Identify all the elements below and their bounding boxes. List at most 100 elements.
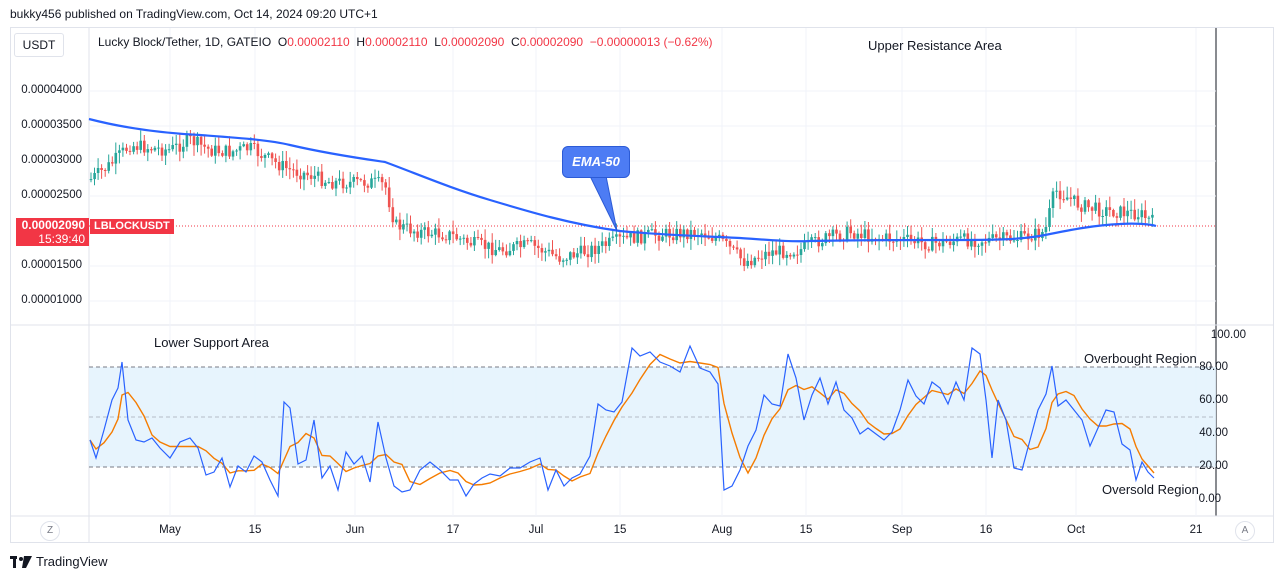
time-tick: 16 bbox=[979, 524, 993, 536]
candle-body bbox=[732, 246, 735, 248]
rsi-tick: 80.00 bbox=[1199, 361, 1228, 373]
price-tick: 0.00001000 bbox=[21, 294, 82, 306]
rsi-tick: 60.00 bbox=[1199, 394, 1228, 406]
candlestick-series bbox=[89, 130, 1154, 272]
candle-body bbox=[1051, 191, 1055, 208]
candle-body bbox=[451, 231, 455, 235]
candle-body bbox=[746, 260, 749, 266]
rsi-signal-line bbox=[89, 353, 1155, 486]
candle-body bbox=[427, 227, 430, 237]
time-tick: May bbox=[159, 524, 181, 536]
candle-body bbox=[206, 146, 210, 149]
candle-body bbox=[309, 175, 313, 179]
chart-frame bbox=[10, 27, 1274, 543]
candle-body bbox=[1087, 200, 1090, 208]
auto-scale-button[interactable]: A bbox=[1235, 521, 1255, 541]
candle-body bbox=[1005, 232, 1009, 236]
candle-body bbox=[529, 240, 533, 242]
candle-body bbox=[852, 233, 856, 239]
candle-body bbox=[1101, 216, 1104, 217]
candle-body bbox=[146, 149, 150, 153]
candle-body bbox=[799, 249, 803, 255]
candle-body bbox=[118, 150, 121, 153]
candle-body bbox=[288, 168, 292, 170]
candle-body bbox=[363, 180, 366, 186]
candle-body bbox=[1080, 207, 1083, 212]
candle-body bbox=[728, 241, 732, 247]
candle-body bbox=[324, 182, 327, 186]
candle-body bbox=[348, 181, 352, 188]
candle-body bbox=[561, 260, 565, 262]
candle-body bbox=[501, 247, 505, 252]
candle-body bbox=[774, 250, 778, 255]
candle-body bbox=[327, 182, 331, 183]
candle-body bbox=[597, 245, 600, 254]
candle-body bbox=[742, 258, 746, 266]
candle-body bbox=[199, 136, 203, 145]
candle-body bbox=[466, 237, 469, 243]
candle-body bbox=[132, 146, 135, 152]
candle-body bbox=[473, 237, 476, 246]
candle-body bbox=[849, 226, 852, 234]
candle-body bbox=[554, 254, 558, 257]
candle-body bbox=[764, 251, 767, 260]
candle-body bbox=[160, 147, 164, 156]
candle-body bbox=[661, 236, 664, 241]
candle-body bbox=[1108, 207, 1112, 210]
symbol-legend: Lucky Block/Tether, 1D, GATEIO O0.000021… bbox=[98, 35, 713, 49]
candle-body bbox=[583, 245, 586, 255]
time-tick: Aug bbox=[711, 524, 733, 536]
candle-body bbox=[959, 236, 962, 238]
candle-body bbox=[508, 250, 512, 256]
candle-body bbox=[231, 151, 235, 157]
candle-body bbox=[1048, 208, 1051, 227]
candle-body bbox=[664, 228, 668, 237]
candle-body bbox=[302, 172, 306, 180]
candle-body bbox=[100, 168, 103, 170]
candle-body bbox=[103, 170, 107, 171]
candle-body bbox=[892, 241, 895, 243]
candle-body bbox=[224, 145, 228, 156]
candle-body bbox=[572, 252, 576, 258]
zoom-button[interactable]: Z bbox=[40, 521, 60, 541]
candle-body bbox=[331, 182, 334, 189]
candle-body bbox=[902, 237, 906, 241]
rsi-tick: 0.00 bbox=[1198, 493, 1221, 505]
candle-body bbox=[416, 231, 419, 238]
oversold-label: Oversold Region bbox=[1102, 482, 1199, 497]
candle-body bbox=[1083, 200, 1087, 212]
ema-50-line bbox=[88, 117, 1157, 243]
candle-body bbox=[526, 240, 529, 242]
tradingview-icon bbox=[10, 555, 32, 568]
candle-body bbox=[767, 251, 771, 256]
candle-body bbox=[505, 251, 508, 256]
candle-body bbox=[888, 233, 891, 242]
price-tick: 0.00004000 bbox=[21, 84, 82, 96]
legend-low-label: L bbox=[434, 35, 441, 49]
candle-body bbox=[462, 237, 466, 239]
candle-body bbox=[434, 228, 437, 235]
candle-body bbox=[991, 234, 994, 238]
rsi-tick: 100.00 bbox=[1210, 329, 1246, 341]
time-tick: Jun bbox=[345, 524, 365, 536]
bar-countdown: 15:39:40 bbox=[38, 232, 85, 246]
candle-body bbox=[409, 223, 412, 234]
candle-body bbox=[356, 177, 359, 180]
candle-body bbox=[909, 234, 913, 240]
candle-body bbox=[781, 245, 785, 258]
overbought-label: Overbought Region bbox=[1084, 351, 1197, 366]
tradingview-logo[interactable]: TradingView bbox=[10, 554, 108, 569]
candle-body bbox=[739, 249, 742, 259]
candle-body bbox=[1076, 195, 1080, 208]
currency-selector[interactable]: USDT bbox=[14, 33, 64, 57]
candle-body bbox=[608, 237, 611, 246]
candle-body bbox=[1140, 210, 1144, 218]
candle-body bbox=[586, 254, 590, 258]
legend-open-label: O bbox=[277, 35, 288, 49]
candle-body bbox=[618, 234, 622, 237]
price-gridlines bbox=[89, 90, 1216, 302]
candle-body bbox=[1126, 210, 1129, 217]
candle-body bbox=[1030, 239, 1033, 241]
candle-body bbox=[135, 146, 139, 150]
